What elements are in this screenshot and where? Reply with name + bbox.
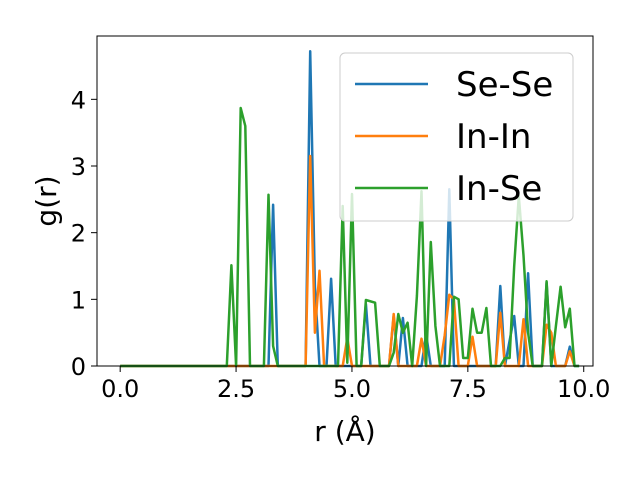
legend: Se-Se In-In In-Se xyxy=(339,52,574,222)
plot-frame xyxy=(96,35,594,367)
y-axis: 0 1 2 3 4 xyxy=(71,86,97,381)
y-tick-label: 3 xyxy=(71,153,86,181)
legend-label: In-In xyxy=(456,117,531,157)
y-axis-label: g(r) xyxy=(30,175,63,226)
y-tick-label: 1 xyxy=(71,286,86,314)
x-tick-label: 2.5 xyxy=(217,375,255,403)
y-tick-label: 0 xyxy=(71,353,86,381)
legend-label: Se-Se xyxy=(456,65,553,105)
legend-label: In-Se xyxy=(456,169,542,209)
x-axis-label: r (Å) xyxy=(314,414,375,448)
x-tick-label: 7.5 xyxy=(449,375,487,403)
x-tick-label: 5.0 xyxy=(333,375,371,403)
x-axis: 0.0 2.5 5.0 7.5 10.0 xyxy=(101,366,610,403)
y-tick-label: 2 xyxy=(71,220,86,248)
x-tick-label: 0.0 xyxy=(101,375,139,403)
x-tick-label: 10.0 xyxy=(557,375,610,403)
legend-box xyxy=(339,52,574,222)
y-tick-label: 4 xyxy=(71,86,86,114)
